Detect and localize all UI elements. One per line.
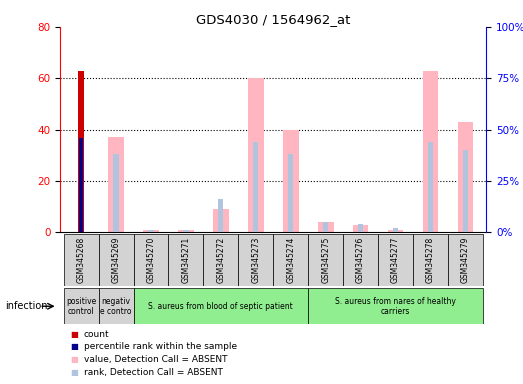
Bar (64, 234, 98, 286)
Text: GSM345277: GSM345277 (391, 237, 400, 283)
Text: GSM345278: GSM345278 (426, 237, 435, 283)
Text: GSM345269: GSM345269 (111, 237, 120, 283)
Bar (238, 234, 274, 286)
Bar (108, 137, 124, 232)
Text: ■: ■ (71, 342, 78, 351)
Bar (428, 142, 433, 232)
Bar (183, 230, 189, 232)
Text: count: count (84, 329, 109, 339)
Bar (64, 288, 98, 324)
Bar (458, 122, 473, 232)
Text: GSM345275: GSM345275 (321, 237, 330, 283)
Title: GDS4030 / 1564962_at: GDS4030 / 1564962_at (196, 13, 350, 26)
Bar (388, 230, 403, 232)
Bar (113, 154, 119, 232)
Bar (203, 234, 238, 286)
Text: GSM345270: GSM345270 (146, 237, 155, 283)
Bar (98, 288, 133, 324)
Text: GSM345268: GSM345268 (76, 237, 86, 283)
Bar (79, 138, 83, 232)
Text: S. aureus from blood of septic patient: S. aureus from blood of septic patient (149, 302, 293, 311)
Text: negativ
e contro: negativ e contro (100, 296, 132, 316)
Bar (308, 288, 483, 324)
Bar (358, 224, 363, 232)
Bar (78, 71, 84, 232)
Bar (274, 234, 308, 286)
Text: GSM345274: GSM345274 (286, 237, 295, 283)
Text: GSM345279: GSM345279 (461, 237, 470, 283)
Bar (133, 288, 308, 324)
Bar (253, 142, 258, 232)
Bar (423, 71, 438, 232)
Bar (378, 234, 413, 286)
Bar (323, 222, 328, 232)
Text: infection: infection (5, 301, 48, 311)
Bar (213, 209, 229, 232)
Bar (413, 234, 448, 286)
Text: percentile rank within the sample: percentile rank within the sample (84, 342, 237, 351)
Text: S. aureus from nares of healthy
carriers: S. aureus from nares of healthy carriers (335, 296, 456, 316)
Bar (393, 228, 398, 232)
Bar (448, 234, 483, 286)
Text: value, Detection Call = ABSENT: value, Detection Call = ABSENT (84, 355, 227, 364)
Bar (98, 234, 133, 286)
Text: ■: ■ (71, 329, 78, 339)
Bar (218, 199, 223, 232)
Bar (353, 225, 369, 232)
Text: ■: ■ (71, 355, 78, 364)
Text: GSM345272: GSM345272 (217, 237, 225, 283)
Bar (143, 230, 159, 232)
Bar (283, 130, 299, 232)
Text: positive
control: positive control (66, 296, 96, 316)
Bar (463, 150, 468, 232)
Bar (149, 230, 154, 232)
Text: rank, Detection Call = ABSENT: rank, Detection Call = ABSENT (84, 367, 223, 377)
Text: GSM345271: GSM345271 (181, 237, 190, 283)
Bar (288, 154, 293, 232)
Bar (343, 234, 378, 286)
Bar (308, 234, 343, 286)
Text: GSM345276: GSM345276 (356, 237, 365, 283)
Bar (248, 78, 264, 232)
Text: ■: ■ (71, 367, 78, 377)
Bar (318, 222, 334, 232)
Text: GSM345273: GSM345273 (251, 237, 260, 283)
Bar (133, 234, 168, 286)
Bar (178, 230, 194, 232)
Bar (168, 234, 203, 286)
